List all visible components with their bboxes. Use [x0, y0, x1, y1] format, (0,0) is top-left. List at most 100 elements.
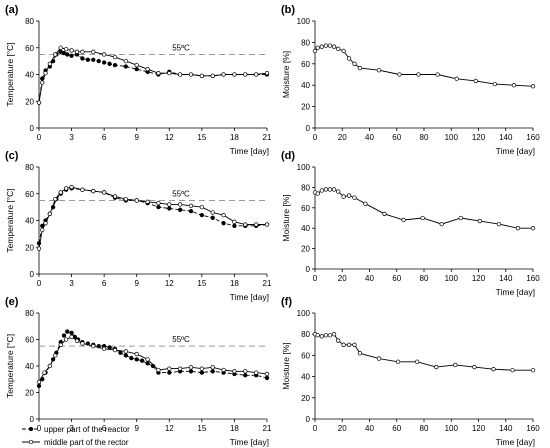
y-tick-label: 0	[30, 270, 35, 279]
data-point	[210, 215, 215, 220]
data-point	[167, 366, 172, 371]
data-point	[336, 46, 341, 51]
x-tick-label: 40	[365, 133, 374, 142]
x-tick-label: 21	[263, 133, 272, 142]
data-point	[188, 365, 194, 370]
data-point	[123, 58, 129, 64]
data-point	[346, 56, 352, 61]
x-tick-label: 40	[365, 424, 374, 433]
data-point	[63, 186, 69, 191]
data-point	[253, 72, 259, 77]
x-tick-label: 140	[499, 133, 513, 142]
data-point	[420, 215, 425, 221]
data-point	[139, 358, 145, 363]
y-tick-label: 80	[25, 17, 34, 26]
data-point	[253, 370, 259, 375]
legend-marker	[28, 426, 34, 432]
x-tick-label: 60	[392, 274, 401, 283]
data-point	[134, 198, 139, 203]
y-tick-label: 20	[301, 245, 310, 254]
y-tick-label: 60	[25, 336, 34, 345]
x-tick-label: 15	[197, 279, 206, 288]
data-point	[357, 351, 363, 356]
data-point	[112, 62, 118, 68]
data-point	[477, 218, 483, 224]
x-tick-label: 100	[445, 133, 459, 142]
data-point	[243, 222, 248, 227]
y-tick-label: 20	[301, 394, 310, 403]
x-tick-label: 20	[338, 274, 347, 283]
data-point	[323, 187, 329, 192]
data-point	[243, 373, 248, 378]
data-point	[352, 195, 357, 200]
data-point	[134, 351, 139, 357]
data-point	[80, 187, 85, 192]
panel-a: (a) 0 20 40 60 80 0 3 6 9 12 15 18 21 Temperature [°C]…	[5, 4, 272, 156]
data-point	[40, 80, 45, 85]
y-tick-label: 20	[25, 97, 34, 106]
data-point	[167, 202, 172, 207]
data-point	[264, 375, 270, 381]
x-tick-label: 6	[102, 424, 107, 433]
data-point	[123, 349, 129, 354]
data-point	[112, 54, 118, 60]
data-point	[134, 357, 139, 362]
data-point	[69, 184, 74, 190]
data-point	[376, 356, 382, 361]
data-point	[382, 211, 387, 217]
legend: upper part of the reactor middle part of …	[22, 425, 130, 447]
x-tick-label: 0	[313, 274, 318, 283]
data-point	[112, 347, 118, 353]
data-point	[69, 334, 74, 340]
data-point	[145, 66, 150, 72]
data-point	[323, 333, 329, 338]
data-point	[319, 44, 324, 49]
x-axis-title: Time [day]	[496, 437, 535, 447]
x-tick-label: 18	[230, 279, 239, 288]
x-tick-label: 140	[499, 424, 513, 433]
x-tick-label: 140	[499, 274, 513, 283]
data-point	[188, 369, 194, 374]
data-point	[232, 223, 237, 229]
y-tick-label: 80	[301, 183, 310, 192]
x-tick-label: 120	[472, 133, 486, 142]
x-axis-title: Time [day]	[230, 146, 269, 156]
data-point	[188, 203, 194, 208]
data-point	[63, 337, 69, 342]
data-point	[123, 353, 129, 358]
reference-label: 55ºC	[172, 335, 190, 344]
data-point	[243, 72, 248, 77]
y-tick-label: 0	[30, 124, 35, 133]
panel-label: (f)	[281, 296, 292, 308]
data-point	[80, 341, 85, 346]
data-point	[177, 366, 183, 371]
panel-label: (c)	[5, 150, 19, 162]
panel-e: (e) 0 20 40 60 80 0 3 6 9 12 15 18 21 Temperature [°C]…	[5, 296, 272, 447]
x-tick-label: 40	[365, 274, 374, 283]
data-point	[352, 342, 357, 347]
data-point	[401, 217, 406, 223]
x-axis-title: Time [day]	[230, 292, 269, 302]
data-point	[210, 365, 215, 370]
data-point	[395, 359, 401, 364]
data-point	[156, 71, 161, 76]
x-tick-label: 18	[230, 424, 239, 433]
data-point	[53, 52, 58, 57]
x-tick-label: 3	[69, 133, 74, 142]
x-tick-label: 100	[445, 424, 459, 433]
data-point	[315, 191, 320, 196]
y-tick-label: 60	[301, 60, 310, 69]
data-point	[80, 49, 85, 54]
y-tick-label: 0	[30, 415, 35, 424]
x-tick-label: 100	[445, 274, 459, 283]
data-point	[42, 370, 47, 375]
data-point	[118, 350, 123, 355]
y-axis-title: Temperature [°C]	[5, 334, 15, 398]
data-point	[188, 208, 194, 214]
data-point	[327, 187, 333, 192]
data-point	[341, 194, 346, 199]
data-point	[363, 201, 368, 206]
y-axis-title: Moisture [%]	[281, 342, 291, 389]
data-point	[123, 64, 129, 69]
data-point	[264, 71, 270, 76]
